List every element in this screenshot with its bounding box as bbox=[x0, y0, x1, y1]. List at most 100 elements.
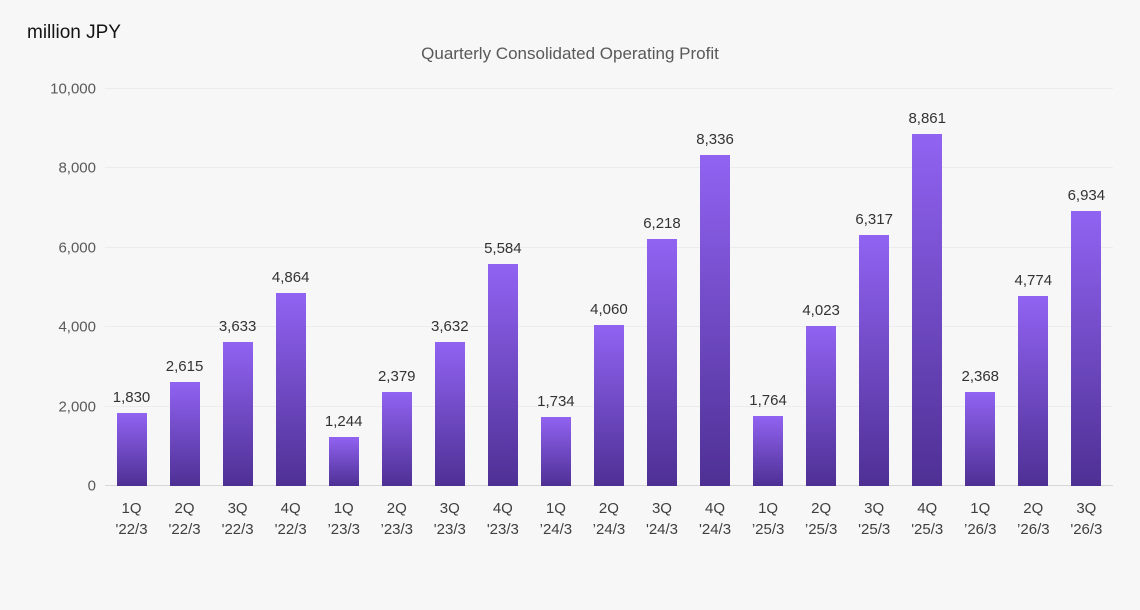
y-tick-label: 4,000 bbox=[58, 318, 96, 336]
bar bbox=[222, 341, 253, 486]
x-tick-quarter: 2Q bbox=[174, 500, 195, 517]
bar-group-3Q-25/3: 6,317 bbox=[848, 211, 901, 486]
x-tick-quarter: 2Q bbox=[811, 500, 832, 517]
bar-group-3Q-23/3: 3,632 bbox=[423, 318, 476, 486]
bar-value-label: 4,023 bbox=[802, 302, 840, 320]
x-tick-label: 2Q ’26/3 bbox=[1007, 498, 1060, 540]
x-tick-label: 3Q '22/3 bbox=[211, 498, 264, 540]
y-tick-label: 6,000 bbox=[58, 239, 96, 257]
x-tick-quarter: 1Q bbox=[333, 500, 354, 517]
x-tick-year: ’25/3 bbox=[804, 521, 838, 538]
x-tick-label: 4Q '24/3 bbox=[689, 498, 742, 540]
bars-row: 1,830 2,615 3,633 4,864 1,244 2,379 3,632 5,584… bbox=[105, 89, 1113, 486]
x-tick-label: 3Q '26/3 bbox=[1060, 498, 1113, 540]
x-tick-year: '24/3 bbox=[699, 521, 732, 538]
x-tick-quarter: 4Q bbox=[917, 500, 938, 517]
y-tick-label: 10,000 bbox=[50, 80, 96, 98]
bar-group-2Q-24/3: 4,060 bbox=[582, 301, 635, 486]
x-tick-label: 1Q '22/3 bbox=[105, 498, 158, 540]
x-tick-year: '25/3 bbox=[858, 521, 891, 538]
bar-value-label: 1,244 bbox=[324, 412, 363, 430]
bar-value-label: 8,336 bbox=[696, 131, 734, 149]
x-tick-year: '22/3 bbox=[221, 521, 254, 538]
x-tick-year: '22/3 bbox=[274, 521, 307, 538]
bar-group-2Q-25/3: 4,023 bbox=[795, 302, 848, 486]
bar-value-label: 4,774 bbox=[1014, 272, 1053, 290]
x-tick-year: ’25/3 bbox=[751, 521, 785, 538]
x-tick-quarter: 1Q bbox=[545, 500, 566, 517]
x-tick-quarter: 4Q bbox=[492, 500, 513, 517]
x-tick-label: 2Q '22/3 bbox=[158, 498, 211, 540]
x-tick-label: 3Q '24/3 bbox=[635, 498, 688, 540]
x-axis-tick-labels: 1Q '22/3 2Q '22/3 3Q '22/3 4Q '22/3 1Q ’23/3 2Q ’23… bbox=[105, 498, 1113, 540]
x-tick-year: '25/3 bbox=[911, 521, 944, 538]
bar-value-label: 3,632 bbox=[431, 317, 469, 335]
bar bbox=[700, 155, 731, 486]
bar bbox=[965, 392, 996, 486]
x-tick-year: '26/3 bbox=[1070, 521, 1103, 538]
x-tick-quarter: 2Q bbox=[1023, 500, 1044, 517]
x-tick-label: 3Q '25/3 bbox=[848, 498, 901, 540]
x-tick-year: ’24/3 bbox=[539, 521, 573, 538]
bar-group-3Q-22/3: 3,633 bbox=[211, 318, 264, 486]
gridline-6000 bbox=[105, 246, 1113, 248]
bar-value-label: 8,861 bbox=[908, 110, 946, 128]
bar bbox=[1071, 210, 1102, 486]
x-tick-quarter: 1Q bbox=[758, 500, 779, 517]
x-tick-label: 4Q '25/3 bbox=[901, 498, 954, 540]
bar bbox=[593, 324, 624, 486]
x-tick-year: ’26/3 bbox=[964, 521, 997, 538]
y-tick-label: 8,000 bbox=[58, 159, 96, 177]
x-tick-quarter: 1Q bbox=[970, 500, 991, 517]
x-tick-label: 4Q '23/3 bbox=[476, 498, 529, 540]
y-tick-label: 0 bbox=[87, 477, 96, 495]
x-tick-quarter: 1Q bbox=[121, 500, 142, 517]
x-tick-label: 1Q ’25/3 bbox=[742, 498, 795, 540]
x-tick-quarter: 2Q bbox=[386, 500, 407, 517]
x-tick-year: ’26/3 bbox=[1017, 521, 1050, 538]
bar-value-label: 6,934 bbox=[1067, 186, 1106, 204]
bar-group-1Q-24/3: 1,734 bbox=[529, 393, 582, 486]
x-tick-label: 1Q ’23/3 bbox=[317, 498, 370, 540]
x-tick-quarter: 3Q bbox=[651, 500, 672, 517]
bar-group-3Q-26/3: 6,934 bbox=[1060, 187, 1113, 486]
bar bbox=[487, 264, 518, 486]
x-tick-year: '23/3 bbox=[486, 521, 519, 538]
x-tick-year: '24/3 bbox=[645, 521, 679, 538]
y-tick-label: 2,000 bbox=[58, 398, 96, 416]
bar-group-4Q-25/3: 8,861 bbox=[901, 110, 954, 486]
bar-value-label: 3,633 bbox=[218, 317, 257, 335]
bar bbox=[434, 341, 465, 486]
bar-group-2Q-22/3: 2,615 bbox=[158, 358, 211, 486]
bar-group-1Q-22/3: 1,830 bbox=[105, 389, 158, 486]
bar-value-label: 2,379 bbox=[377, 367, 416, 385]
bar bbox=[912, 134, 943, 486]
bar bbox=[275, 292, 306, 486]
x-tick-quarter: 4Q bbox=[705, 500, 726, 517]
bar-value-label: 1,734 bbox=[537, 393, 575, 411]
bar bbox=[328, 436, 359, 486]
x-tick-label: 2Q ’24/3 bbox=[582, 498, 635, 540]
bar-value-label: 1,830 bbox=[112, 389, 151, 407]
bar bbox=[116, 413, 147, 486]
bar-value-label: 2,368 bbox=[961, 368, 1000, 385]
bar bbox=[646, 239, 677, 486]
bar bbox=[169, 382, 200, 486]
bar-group-3Q-24/3: 6,218 bbox=[635, 215, 688, 486]
x-tick-label: 1Q ’24/3 bbox=[529, 498, 582, 540]
gridline-8000 bbox=[105, 167, 1113, 169]
bar-group-2Q-26/3: 4,774 bbox=[1007, 272, 1060, 486]
bar-group-4Q-24/3: 8,336 bbox=[689, 131, 742, 486]
x-tick-quarter: 3Q bbox=[439, 500, 460, 517]
bar-value-label: 4,864 bbox=[271, 268, 310, 286]
bar bbox=[753, 415, 784, 486]
bar-value-label: 5,584 bbox=[484, 240, 522, 258]
x-tick-quarter: 3Q bbox=[864, 500, 885, 517]
bar-group-1Q-25/3: 1,764 bbox=[742, 392, 795, 486]
x-tick-label: 3Q '23/3 bbox=[423, 498, 476, 540]
bar-value-label: 4,060 bbox=[590, 300, 628, 318]
x-tick-label: 1Q ’26/3 bbox=[954, 498, 1007, 540]
bar-value-label: 6,317 bbox=[855, 211, 893, 229]
bar-group-2Q-23/3: 2,379 bbox=[370, 368, 423, 486]
